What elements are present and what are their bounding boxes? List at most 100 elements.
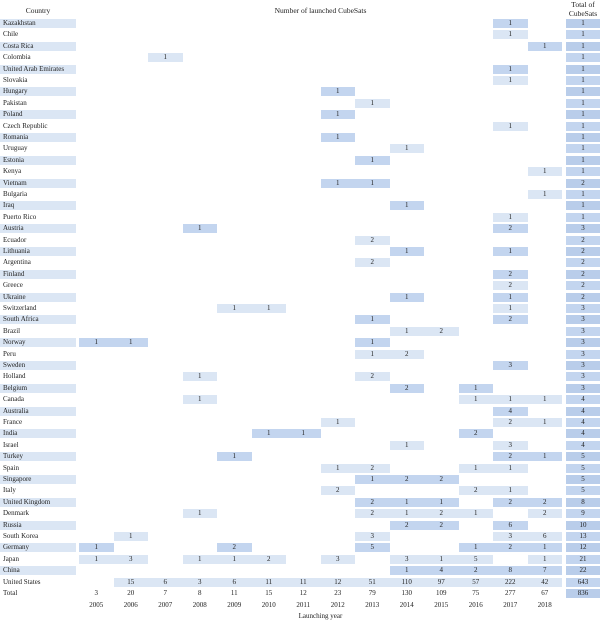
value-run	[389, 144, 424, 154]
value-run	[389, 247, 424, 256]
country-label: Germany	[0, 543, 76, 553]
value-cell: 1	[543, 167, 547, 176]
value-run	[493, 121, 528, 131]
total-cell: 1	[566, 167, 600, 177]
value-cell: 1	[94, 543, 99, 552]
value-cell: 1	[508, 247, 513, 255]
value-cell: 1	[474, 463, 478, 472]
value-cell: 2	[370, 509, 375, 518]
country-label: Austria	[0, 224, 76, 234]
total-cell: 1	[566, 155, 600, 165]
total-cell: 3	[566, 326, 600, 336]
total-cell: 5	[566, 463, 600, 473]
value-cell: 1	[543, 418, 547, 426]
value-run	[493, 440, 528, 450]
total-cell: 10	[566, 520, 600, 530]
value-cell: 110	[401, 577, 412, 586]
value-cell: 2	[508, 452, 513, 461]
year-label: 2009	[227, 601, 242, 610]
header-total: Total of CubeSats	[566, 0, 600, 18]
value-cell: 75	[472, 589, 480, 597]
value-cell: 6	[163, 577, 168, 586]
value-cell: 2	[439, 326, 444, 335]
total-cell: 4	[566, 418, 600, 427]
value-run	[493, 304, 528, 313]
value-cell: 2	[232, 543, 237, 552]
country-label: Hungary	[0, 87, 76, 97]
year-label: 2015	[434, 601, 449, 610]
value-run	[389, 440, 424, 450]
value-cell: 1	[267, 304, 271, 312]
value-cell: 2	[543, 509, 547, 518]
value-run	[217, 304, 286, 313]
value-cell: 79	[368, 589, 376, 597]
value-run	[251, 429, 321, 439]
value-cell: 1	[405, 247, 409, 255]
value-cell: 1	[129, 338, 133, 347]
value-run	[493, 315, 528, 325]
total-cell: 4	[566, 429, 600, 439]
value-run	[182, 395, 217, 405]
year-label: 2016	[468, 601, 483, 610]
year-label: 2005	[89, 601, 104, 610]
value-cell: 1	[508, 395, 513, 404]
country-label: South Africa	[0, 315, 76, 325]
value-cell: 11	[265, 577, 273, 586]
value-run	[355, 475, 459, 484]
value-cell: 23	[334, 589, 342, 597]
country-label: Puerto Rico	[3, 212, 37, 221]
value-cell: 1	[370, 178, 375, 187]
total-cell: 4	[566, 440, 600, 450]
value-cell: 1	[198, 224, 202, 233]
country-label: Holland	[3, 372, 26, 381]
total-cell: 1	[566, 190, 600, 199]
value-cell: 3	[508, 361, 513, 369]
total-cell: 1	[566, 133, 600, 142]
total-cell: 643	[566, 577, 600, 587]
value-cell: 3	[405, 554, 409, 563]
value-run	[389, 554, 493, 564]
value-cell: 2	[370, 463, 375, 472]
value-cell: 1	[94, 554, 99, 563]
value-run	[320, 178, 390, 188]
value-run	[493, 64, 528, 74]
value-run	[527, 554, 562, 564]
total-cell: 1	[566, 53, 600, 63]
value-cell: 51	[368, 577, 376, 586]
value-cell: 1	[508, 212, 513, 221]
value-cell: 7	[163, 589, 168, 597]
value-run	[355, 235, 390, 245]
value-cell: 1	[405, 566, 409, 575]
value-run	[148, 53, 183, 63]
x-axis-label: Launching year	[298, 612, 343, 621]
value-cell: 1	[439, 554, 444, 563]
total-cell: 1	[566, 41, 600, 51]
value-run	[79, 554, 148, 564]
value-cell: 1	[405, 509, 409, 518]
value-run	[493, 224, 528, 234]
value-run	[458, 486, 528, 496]
country-label: United Arab Emirates	[0, 64, 76, 74]
value-cell: 1	[508, 64, 513, 73]
total-cell: 5	[566, 486, 600, 496]
value-cell: 1	[370, 475, 375, 483]
value-run	[389, 326, 459, 336]
country-label: Ecuador	[3, 235, 27, 244]
header-launched: Number of launched CubeSats	[274, 6, 367, 15]
total-cell: 3	[566, 349, 600, 359]
total-cell: 21	[566, 554, 600, 564]
value-cell: 2	[508, 315, 513, 324]
value-cell: 57	[472, 577, 480, 586]
total-cell: 1	[566, 110, 600, 120]
country-label: United Kingdom	[0, 497, 76, 507]
total-cell: 12	[566, 543, 600, 553]
country-label: Canada	[3, 395, 24, 404]
total-cell: 5	[566, 475, 600, 484]
value-run	[458, 463, 528, 473]
total-cell: 8	[566, 497, 600, 507]
value-cell: 1	[94, 338, 99, 347]
value-cell: 4	[508, 406, 513, 415]
total-cell: 1	[566, 212, 600, 222]
country-label: United States	[3, 577, 41, 586]
value-run	[113, 532, 148, 541]
